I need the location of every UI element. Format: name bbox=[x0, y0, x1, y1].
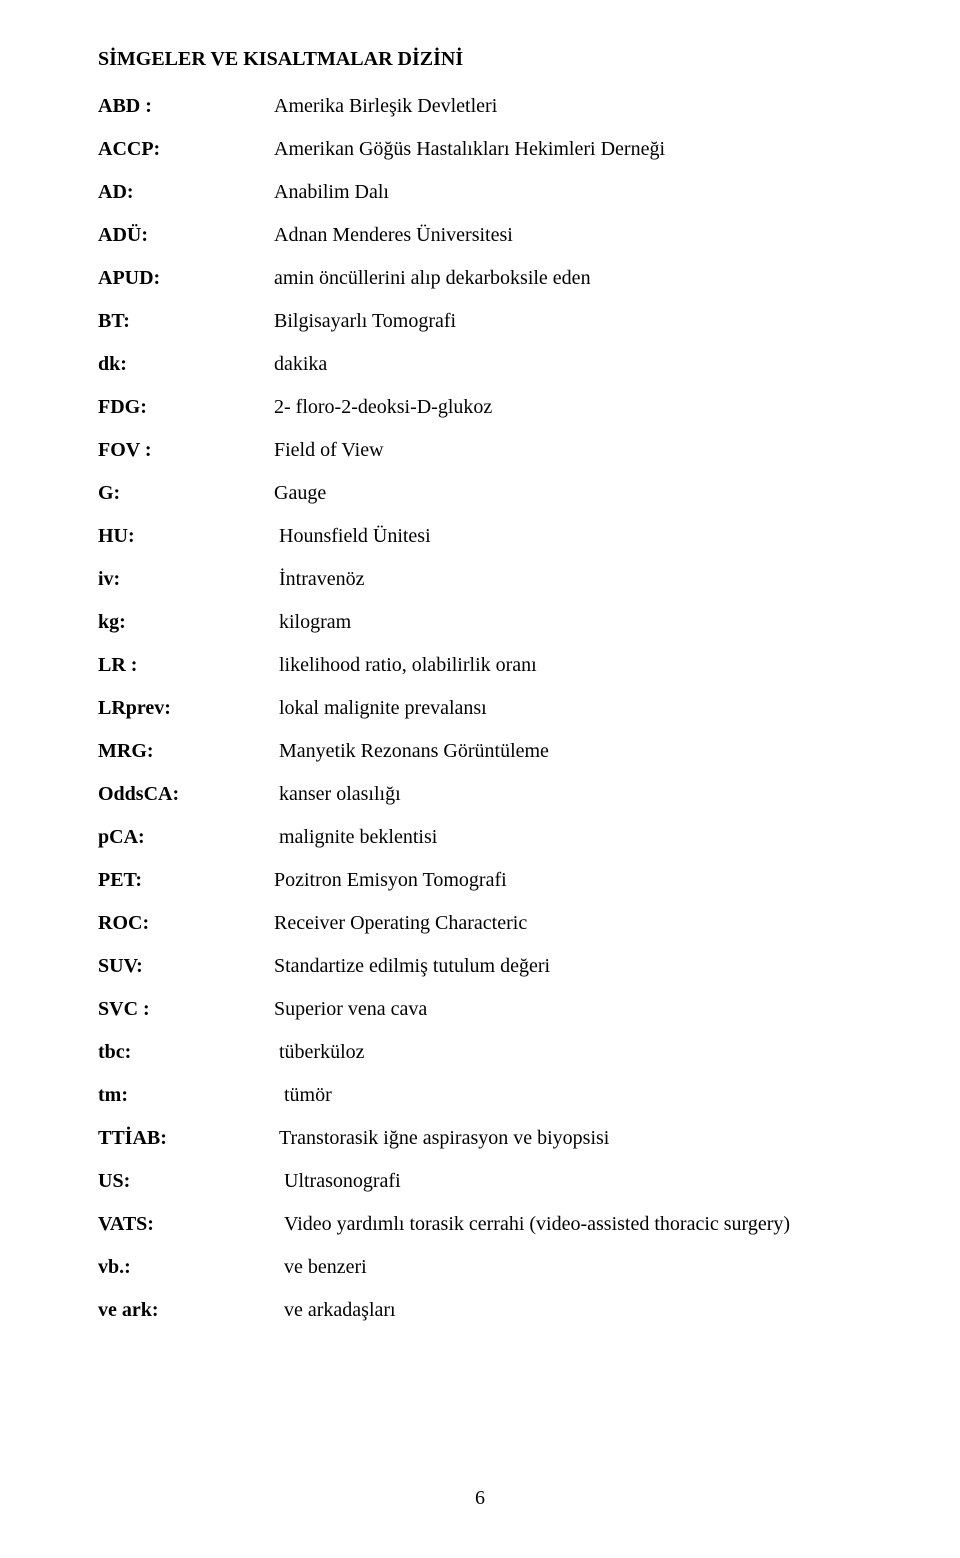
definition-row: ADÜ:Adnan Menderes Üniversitesi bbox=[98, 224, 868, 267]
abbreviations-list: ABD :Amerika Birleşik DevletleriACCP:Ame… bbox=[98, 95, 868, 1342]
abbreviation-term: ve ark: bbox=[98, 1299, 274, 1342]
definition-row: ROC:Receiver Operating Characteric bbox=[98, 912, 868, 955]
abbreviation-definition: 2- floro-2-deoksi-D-glukoz bbox=[274, 396, 868, 439]
abbreviation-term: ADÜ: bbox=[98, 224, 274, 267]
abbreviation-term: ROC: bbox=[98, 912, 274, 955]
abbreviation-term: MRG: bbox=[98, 740, 274, 783]
definition-row: BT:Bilgisayarlı Tomografi bbox=[98, 310, 868, 353]
abbreviation-term: HU: bbox=[98, 525, 274, 568]
abbreviation-definition: tüberküloz bbox=[274, 1041, 868, 1084]
abbreviation-definition: Manyetik Rezonans Görüntüleme bbox=[274, 740, 868, 783]
definition-row: VATS: Video yardımlı torasik cerrahi (vi… bbox=[98, 1213, 868, 1256]
abbreviation-term: tm: bbox=[98, 1084, 274, 1127]
abbreviation-definition: Anabilim Dalı bbox=[274, 181, 868, 224]
definition-row: US: Ultrasonografi bbox=[98, 1170, 868, 1213]
abbreviation-definition: tümör bbox=[274, 1084, 868, 1127]
abbreviation-term: PET: bbox=[98, 869, 274, 912]
abbreviation-term: OddsCA: bbox=[98, 783, 274, 826]
definition-row: SUV:Standartize edilmiş tutulum değeri bbox=[98, 955, 868, 998]
abbreviation-definition: Transtorasik iğne aspirasyon ve biyopsis… bbox=[274, 1127, 868, 1170]
definition-row: MRG: Manyetik Rezonans Görüntüleme bbox=[98, 740, 868, 783]
abbreviation-definition: İntravenöz bbox=[274, 568, 868, 611]
abbreviation-term: iv: bbox=[98, 568, 274, 611]
abbreviation-term: kg: bbox=[98, 611, 274, 654]
definition-row: tbc: tüberküloz bbox=[98, 1041, 868, 1084]
abbreviation-term: ABD : bbox=[98, 95, 274, 138]
definition-row: FDG:2- floro-2-deoksi-D-glukoz bbox=[98, 396, 868, 439]
abbreviation-term: LR : bbox=[98, 654, 274, 697]
page-number: 6 bbox=[475, 1487, 485, 1510]
definition-row: PET:Pozitron Emisyon Tomografi bbox=[98, 869, 868, 912]
definition-row: pCA: malignite beklentisi bbox=[98, 826, 868, 869]
abbreviation-term: TTİAB: bbox=[98, 1127, 274, 1170]
abbreviation-definition: ve arkadaşları bbox=[274, 1299, 868, 1342]
abbreviation-definition: Standartize edilmiş tutulum değeri bbox=[274, 955, 868, 998]
definition-row: ve ark: ve arkadaşları bbox=[98, 1299, 868, 1342]
definition-row: tm: tümör bbox=[98, 1084, 868, 1127]
abbreviation-term: ACCP: bbox=[98, 138, 274, 181]
abbreviation-term: LRprev: bbox=[98, 697, 274, 740]
definition-row: ABD :Amerika Birleşik Devletleri bbox=[98, 95, 868, 138]
abbreviation-term: pCA: bbox=[98, 826, 274, 869]
definition-row: vb.: ve benzeri bbox=[98, 1256, 868, 1299]
abbreviation-term: FOV : bbox=[98, 439, 274, 482]
abbreviation-definition: lokal malignite prevalansı bbox=[274, 697, 868, 740]
definition-row: kg: kilogram bbox=[98, 611, 868, 654]
abbreviation-definition: ve benzeri bbox=[274, 1256, 868, 1299]
definition-row: AD:Anabilim Dalı bbox=[98, 181, 868, 224]
abbreviation-definition: dakika bbox=[274, 353, 868, 396]
abbreviation-definition: Hounsfield Ünitesi bbox=[274, 525, 868, 568]
abbreviation-term: VATS: bbox=[98, 1213, 274, 1256]
abbreviation-definition: likelihood ratio, olabilirlik oranı bbox=[274, 654, 868, 697]
definition-row: TTİAB: Transtorasik iğne aspirasyon ve b… bbox=[98, 1127, 868, 1170]
abbreviation-term: tbc: bbox=[98, 1041, 274, 1084]
abbreviation-definition: Amerika Birleşik Devletleri bbox=[274, 95, 868, 138]
abbreviation-term: FDG: bbox=[98, 396, 274, 439]
definition-row: LR : likelihood ratio, olabilirlik oranı bbox=[98, 654, 868, 697]
definition-row: dk:dakika bbox=[98, 353, 868, 396]
definition-row: LRprev: lokal malignite prevalansı bbox=[98, 697, 868, 740]
abbreviation-term: dk: bbox=[98, 353, 274, 396]
definition-row: iv: İntravenöz bbox=[98, 568, 868, 611]
abbreviation-term: G: bbox=[98, 482, 274, 525]
abbreviation-definition: kilogram bbox=[274, 611, 868, 654]
definition-row: HU: Hounsfield Ünitesi bbox=[98, 525, 868, 568]
abbreviation-definition: amin öncüllerini alıp dekarboksile eden bbox=[274, 267, 868, 310]
document-title: SİMGELER VE KISALTMALAR DİZİNİ bbox=[98, 48, 868, 71]
abbreviation-term: BT: bbox=[98, 310, 274, 353]
abbreviation-definition: Ultrasonografi bbox=[274, 1170, 868, 1213]
abbreviation-definition: Pozitron Emisyon Tomografi bbox=[274, 869, 868, 912]
definition-row: G:Gauge bbox=[98, 482, 868, 525]
abbreviation-definition: Superior vena cava bbox=[274, 998, 868, 1041]
abbreviation-term: SVC : bbox=[98, 998, 274, 1041]
definition-row: FOV :Field of View bbox=[98, 439, 868, 482]
definition-row: APUD:amin öncüllerini alıp dekarboksile … bbox=[98, 267, 868, 310]
abbreviation-definition: Gauge bbox=[274, 482, 868, 525]
abbreviation-definition: malignite beklentisi bbox=[274, 826, 868, 869]
abbreviation-definition: Bilgisayarlı Tomografi bbox=[274, 310, 868, 353]
definition-row: SVC :Superior vena cava bbox=[98, 998, 868, 1041]
definition-row: ACCP:Amerikan Göğüs Hastalıkları Hekimle… bbox=[98, 138, 868, 181]
abbreviation-definition: kanser olasılığı bbox=[274, 783, 868, 826]
abbreviation-definition: Adnan Menderes Üniversitesi bbox=[274, 224, 868, 267]
abbreviation-definition: Receiver Operating Characteric bbox=[274, 912, 868, 955]
definition-row: OddsCA: kanser olasılığı bbox=[98, 783, 868, 826]
abbreviation-term: US: bbox=[98, 1170, 274, 1213]
abbreviation-term: vb.: bbox=[98, 1256, 274, 1299]
abbreviation-term: APUD: bbox=[98, 267, 274, 310]
abbreviation-definition: Video yardımlı torasik cerrahi (video-as… bbox=[274, 1213, 868, 1256]
abbreviation-definition: Amerikan Göğüs Hastalıkları Hekimleri De… bbox=[274, 138, 868, 181]
abbreviation-term: SUV: bbox=[98, 955, 274, 998]
abbreviation-term: AD: bbox=[98, 181, 274, 224]
abbreviation-definition: Field of View bbox=[274, 439, 868, 482]
